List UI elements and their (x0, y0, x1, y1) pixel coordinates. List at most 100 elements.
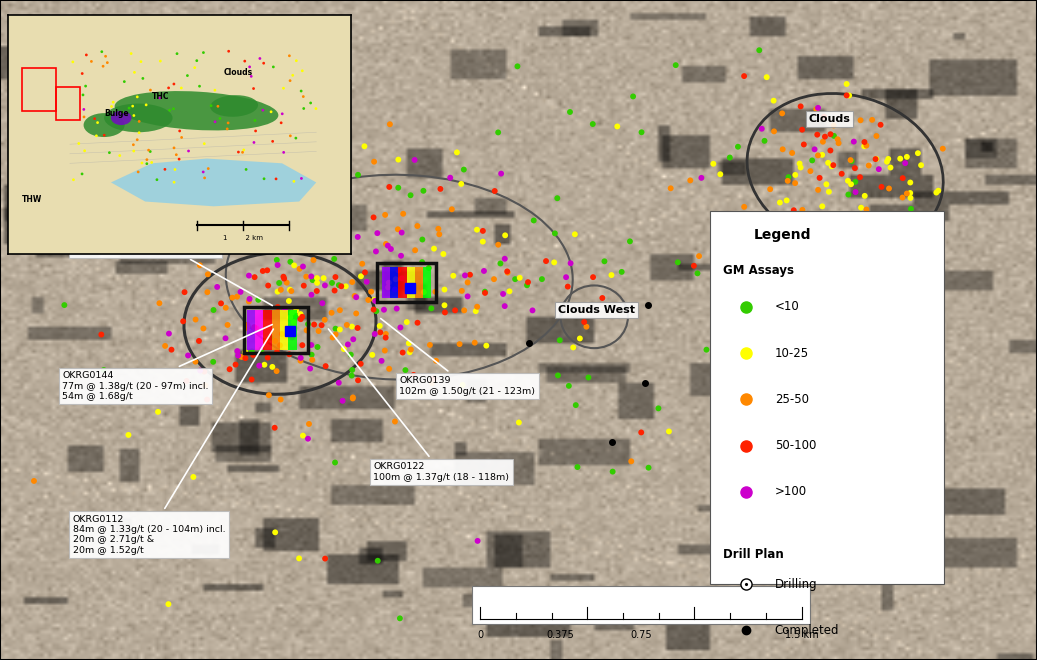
Point (262, 332, 279, 343)
Point (166, 143, 183, 153)
Bar (244, 307, 308, 353)
Point (175, 316, 192, 327)
Point (125, 110, 142, 121)
Point (138, 100, 155, 110)
Point (791, 158, 808, 169)
Point (365, 212, 382, 222)
Point (348, 292, 365, 302)
Point (203, 100, 220, 111)
Point (928, 187, 945, 198)
Point (437, 284, 453, 295)
Point (369, 556, 386, 566)
Point (393, 251, 410, 261)
Point (247, 115, 263, 126)
Point (477, 288, 494, 298)
Point (380, 282, 396, 292)
Point (343, 370, 360, 381)
Point (376, 345, 393, 356)
Point (410, 317, 426, 328)
Text: Clouds: Clouds (809, 114, 850, 124)
Point (234, 147, 251, 158)
Point (328, 329, 344, 340)
Point (116, 77, 133, 87)
Point (64, 57, 81, 67)
Point (407, 154, 423, 165)
Text: Clouds West: Clouds West (558, 305, 635, 315)
Point (195, 167, 212, 178)
Point (245, 350, 261, 360)
Point (894, 192, 910, 203)
Point (168, 149, 185, 160)
Point (787, 170, 804, 180)
Point (310, 326, 327, 337)
Point (328, 323, 344, 334)
Point (295, 340, 311, 350)
Point (751, 45, 767, 55)
Point (390, 182, 407, 193)
Point (344, 277, 361, 287)
Point (120, 103, 137, 114)
Point (280, 326, 297, 337)
Point (426, 373, 443, 383)
Point (868, 154, 885, 164)
Point (281, 50, 298, 61)
Point (292, 86, 309, 96)
Point (712, 169, 729, 180)
Point (566, 229, 583, 240)
Point (229, 292, 246, 302)
Point (377, 239, 394, 249)
Point (88, 131, 105, 141)
Point (267, 336, 283, 346)
Point (852, 203, 869, 213)
Point (176, 287, 193, 298)
Point (427, 286, 444, 297)
Point (285, 317, 302, 327)
Point (825, 131, 842, 141)
Point (167, 164, 184, 175)
Point (105, 97, 121, 108)
Point (288, 55, 305, 66)
Point (197, 380, 214, 391)
Point (613, 267, 629, 277)
Point (275, 83, 291, 94)
Point (199, 269, 216, 280)
Point (416, 287, 432, 298)
Point (545, 257, 562, 268)
Point (244, 346, 260, 356)
Point (609, 612, 625, 623)
Point (346, 290, 363, 301)
Point (291, 263, 308, 274)
Point (259, 352, 276, 363)
Point (239, 323, 255, 333)
Polygon shape (111, 158, 316, 207)
Point (248, 323, 264, 334)
Point (353, 358, 369, 369)
Point (859, 204, 875, 214)
Point (250, 294, 267, 305)
Point (304, 349, 320, 360)
Point (171, 125, 188, 136)
Point (792, 101, 809, 112)
Point (580, 372, 596, 383)
Point (337, 281, 354, 292)
Point (623, 456, 640, 467)
Point (423, 303, 440, 313)
Point (497, 253, 513, 264)
Point (349, 375, 366, 385)
Point (273, 284, 289, 295)
Ellipse shape (111, 111, 132, 125)
Point (165, 104, 181, 114)
Point (191, 336, 207, 346)
Point (390, 224, 407, 234)
Point (205, 305, 222, 315)
Point (422, 340, 439, 350)
Point (526, 215, 542, 226)
Point (256, 174, 273, 184)
Point (569, 462, 586, 473)
Point (840, 189, 857, 200)
Point (235, 145, 252, 155)
Point (381, 182, 397, 192)
Point (552, 335, 568, 346)
Point (818, 179, 835, 189)
Point (295, 261, 311, 272)
